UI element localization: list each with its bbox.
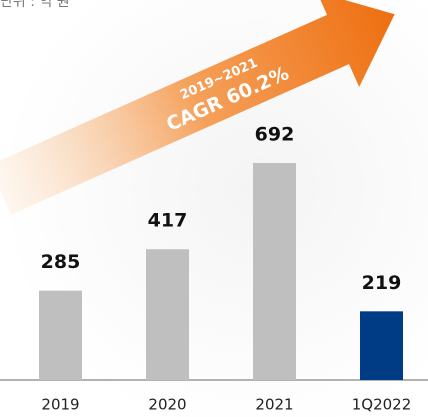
x-tick-label: 2021 [255, 396, 293, 414]
x-tick-label: 1Q2022 [352, 396, 412, 414]
value-label: 692 [255, 124, 295, 146]
unit-label: 단위 : 억 원 [0, 0, 70, 10]
x-tick-label: 2019 [41, 396, 79, 414]
bar [146, 249, 189, 380]
value-label: 285 [41, 251, 81, 273]
arrow-shape [0, 0, 395, 215]
value-label: 417 [148, 210, 188, 232]
bar [253, 163, 296, 380]
x-tick-label: 2020 [148, 396, 186, 414]
bar [360, 311, 403, 380]
value-label: 219 [362, 272, 402, 294]
bar [39, 290, 82, 380]
